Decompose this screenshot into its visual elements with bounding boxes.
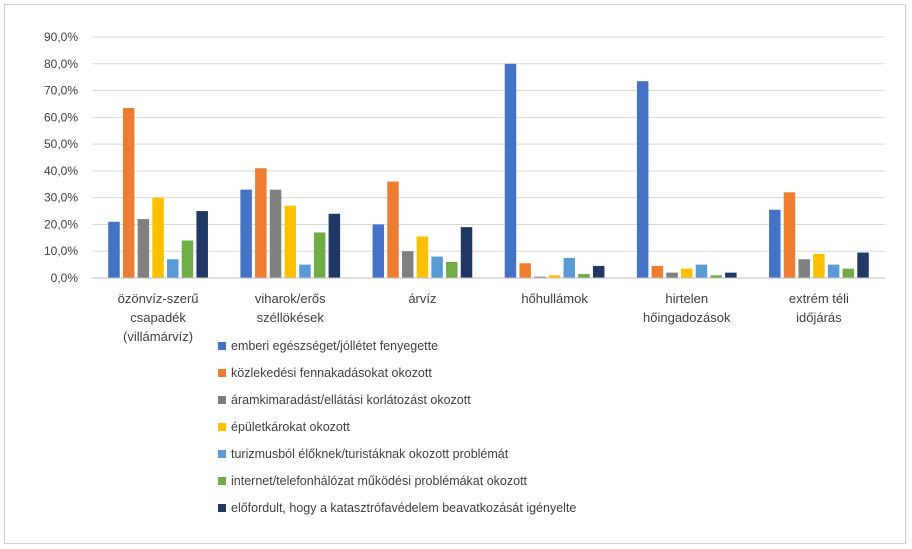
legend-swatch <box>218 396 226 404</box>
bar <box>313 232 326 278</box>
bar <box>387 181 399 278</box>
bar <box>798 259 810 278</box>
bar <box>137 219 150 278</box>
y-tick-label: 0,0% <box>51 271 79 285</box>
legend-label: közlekedési fennakadásokat okozott <box>231 366 432 380</box>
bar <box>681 268 693 278</box>
category-label: hirtelen <box>665 291 708 306</box>
legend-swatch <box>218 423 226 431</box>
legend-swatch <box>218 342 226 350</box>
category-label: hőhullámok <box>521 291 588 306</box>
legend-swatch <box>218 504 226 512</box>
bar <box>578 273 590 278</box>
y-tick-label: 70,0% <box>44 84 78 98</box>
y-tick-label: 90,0% <box>44 30 78 44</box>
bar <box>725 272 737 278</box>
legend-label: internet/telefonhálózat működési problém… <box>231 474 528 488</box>
bar <box>504 63 517 279</box>
bar <box>167 259 179 278</box>
legend-label: épületkárokat okozott <box>231 420 350 434</box>
bar <box>636 81 649 278</box>
y-tick-label: 80,0% <box>44 57 78 71</box>
legend-label: emberi egészséget/jóllétet fenyegette <box>231 339 438 353</box>
legend-label: áramkimaradást/ellátási korlátozást okoz… <box>231 393 471 407</box>
bar <box>857 252 869 278</box>
y-tick-label: 40,0% <box>44 164 78 178</box>
bar <box>534 276 546 278</box>
legend-swatch <box>218 450 226 458</box>
bar <box>666 272 678 278</box>
category-label: özönvíz-szerű <box>118 291 199 306</box>
bar <box>122 107 135 278</box>
legend-label: előfordult, hogy a katasztrófavédelem be… <box>231 501 576 515</box>
category-label: viharok/erős <box>255 291 326 306</box>
category-label: széllökések <box>257 310 325 325</box>
bar <box>416 236 429 278</box>
bar <box>446 261 458 278</box>
y-tick-label: 60,0% <box>44 110 78 124</box>
bar <box>827 264 840 278</box>
category-label: csapadék <box>130 310 186 325</box>
bar <box>563 257 576 278</box>
bar <box>431 256 443 278</box>
bar <box>328 213 341 278</box>
legend-swatch <box>218 477 226 485</box>
category-label: extrém téli <box>789 291 849 306</box>
bar <box>519 263 531 278</box>
bar <box>401 251 414 278</box>
legend-swatch <box>218 369 226 377</box>
bar <box>651 265 664 278</box>
bar <box>460 227 473 278</box>
chart-frame <box>4 4 906 544</box>
y-tick-label: 20,0% <box>44 217 78 231</box>
bar <box>255 168 267 278</box>
bar <box>152 197 164 278</box>
bar <box>372 224 385 278</box>
bar <box>710 275 722 278</box>
y-tick-label: 50,0% <box>44 137 78 151</box>
bar <box>769 209 781 278</box>
bar <box>240 189 252 278</box>
bar <box>196 211 208 278</box>
y-tick-label: 30,0% <box>44 191 78 205</box>
bar <box>299 264 311 278</box>
bar <box>284 205 296 278</box>
category-label: árvíz <box>408 291 436 306</box>
bar <box>783 192 796 278</box>
category-label: (villámárvíz) <box>123 329 193 344</box>
bar <box>813 253 825 278</box>
bar <box>181 240 194 278</box>
y-tick-label: 10,0% <box>44 244 78 258</box>
bar <box>695 264 708 278</box>
bar <box>592 265 605 278</box>
bar <box>842 268 855 278</box>
legend-label: turizmusból élőknek/turistáknak okozott … <box>231 447 509 461</box>
category-label: időjárás <box>796 310 842 325</box>
bar <box>108 221 120 278</box>
bar <box>269 189 282 278</box>
category-label: hőingadozások <box>643 310 731 325</box>
bar <box>548 275 561 278</box>
